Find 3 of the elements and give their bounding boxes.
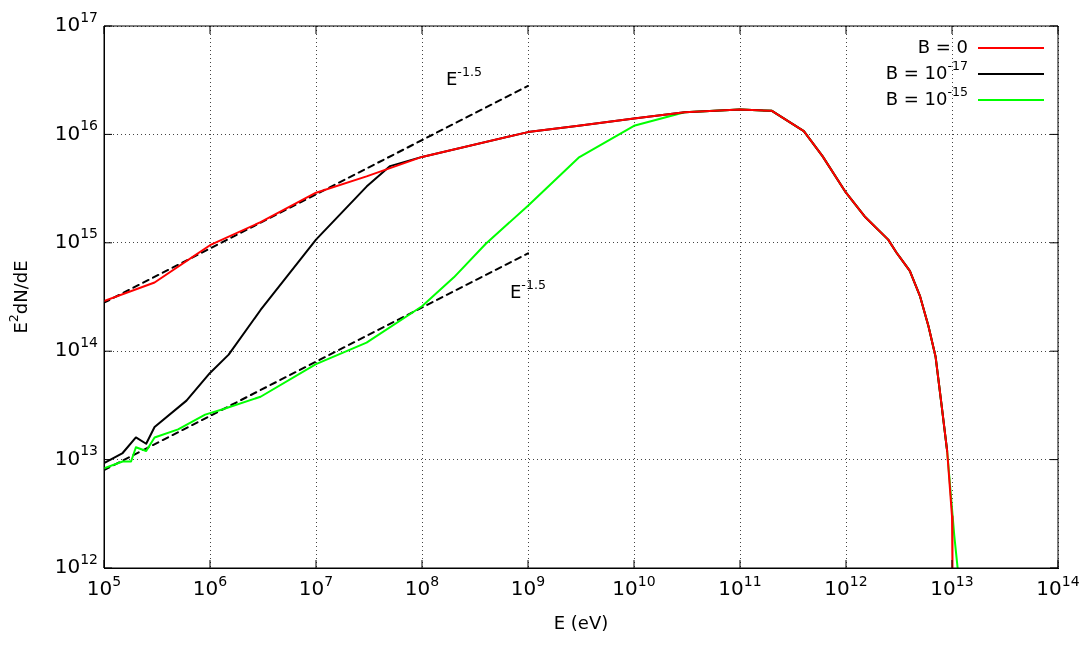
x-axis-title: E (eV) [553, 611, 609, 633]
legend-label: B = 0 [917, 35, 968, 57]
y-axis-title: E2dN/dE [6, 260, 31, 334]
